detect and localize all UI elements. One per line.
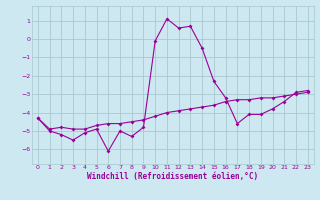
X-axis label: Windchill (Refroidissement éolien,°C): Windchill (Refroidissement éolien,°C)	[87, 172, 258, 181]
